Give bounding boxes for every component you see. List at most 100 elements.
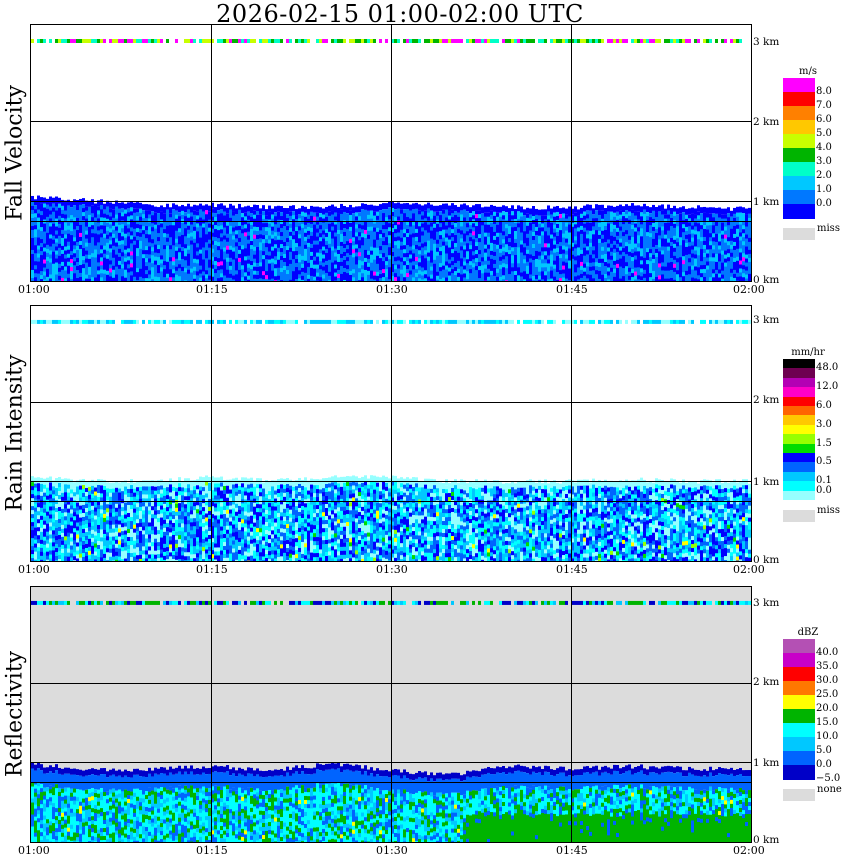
echo-edge	[190, 765, 193, 772]
thin-layer-cell	[232, 600, 235, 605]
echo-edge	[418, 204, 421, 211]
echo-edge-inner	[106, 777, 109, 792]
thin-layer-cell	[265, 600, 268, 605]
x-tick-0130: 01:30	[376, 283, 408, 296]
y-tick-1km: 1 km	[753, 757, 780, 769]
echo-edge	[604, 207, 607, 214]
echo-edge	[646, 482, 649, 489]
thin-layer-cell	[580, 319, 583, 324]
thin-layer-cell	[631, 600, 634, 605]
echo-edge	[337, 762, 340, 769]
echo-edge	[565, 479, 568, 486]
echo-edge	[418, 481, 421, 488]
thin-layer-cell	[94, 39, 97, 43]
echo-edge-inner	[265, 776, 268, 791]
thin-layer-cell	[424, 39, 427, 43]
echo-edge	[364, 475, 367, 482]
legend-level-label: 7.0	[816, 100, 832, 111]
echo-edge-inner	[739, 773, 742, 788]
thin-layer-cell	[124, 319, 127, 324]
echo-edge	[214, 765, 217, 772]
echo-edge	[541, 209, 544, 216]
echo-edge	[667, 481, 670, 488]
thin-layer-cell	[319, 39, 322, 43]
echo-edge	[448, 773, 451, 780]
echo-edge	[742, 207, 745, 214]
thin-layer-cell	[79, 600, 82, 605]
thin-layer-cell	[187, 39, 190, 43]
echo-edge	[709, 766, 712, 773]
thin-layer-cell	[451, 319, 454, 324]
echo-edge	[202, 205, 205, 212]
thin-layer-cell	[541, 600, 544, 605]
echo-edge-inner	[385, 776, 388, 791]
thin-layer-cell	[58, 39, 61, 43]
echo-edge	[364, 765, 367, 772]
thin-layer-cell	[85, 39, 88, 43]
thin-layer-cell	[424, 319, 427, 324]
reflectivity-legend: dBZ 40.0 35.0 30.0 25.0 20.0 15.0 10.0 5.0 0.0 −5…	[783, 627, 843, 801]
echo-edge	[559, 766, 562, 773]
echo-edge	[355, 764, 358, 771]
echo-edge	[118, 482, 121, 489]
echo-edge-inner	[379, 776, 382, 791]
echo-edge	[379, 204, 382, 211]
thin-layer-cell	[637, 600, 640, 605]
thin-layer-cell	[37, 39, 40, 43]
thin-layer-cell	[352, 600, 355, 605]
thin-layer-cell	[343, 39, 346, 43]
thin-layer-cell	[625, 600, 628, 605]
echo-edge	[295, 480, 298, 487]
thin-layer-cell	[238, 319, 241, 324]
echo-edge	[307, 208, 310, 215]
echo-edge	[652, 482, 655, 489]
echo-edge-inner	[388, 777, 391, 792]
echo-edge	[481, 207, 484, 214]
legend-level-label: 25.0	[816, 689, 839, 700]
thin-layer-cell	[49, 600, 52, 605]
thin-layer-cell	[49, 39, 52, 43]
thin-layer-cell	[535, 600, 538, 605]
echo-edge	[472, 482, 475, 489]
echo-edge	[172, 768, 175, 775]
thin-layer-cell	[364, 319, 367, 324]
echo-edge-inner	[610, 774, 613, 789]
echo-edge	[124, 480, 127, 487]
thin-layer-cell	[91, 39, 94, 43]
thin-layer-cell	[415, 319, 418, 324]
echo-edge	[727, 769, 730, 776]
thin-layer-cell	[208, 319, 211, 324]
reflectivity-plot	[30, 586, 752, 843]
echo-edge	[196, 205, 199, 212]
echo-edge	[514, 765, 517, 772]
echo-edge-inner	[205, 774, 208, 789]
echo-edge	[661, 204, 664, 211]
echo-edge	[250, 477, 253, 484]
echo-edge	[748, 207, 751, 214]
echo-edge	[445, 479, 448, 486]
thin-layer-cell	[493, 319, 496, 324]
legend-missing-swatch	[783, 789, 815, 801]
echo-edge-inner	[628, 770, 631, 785]
echo-edge	[619, 480, 622, 487]
echo-edge	[250, 767, 253, 774]
echo-edge	[715, 207, 718, 214]
thin-layer-cell	[523, 600, 526, 605]
thin-layer-cell	[619, 600, 622, 605]
echo-edge	[688, 208, 691, 215]
thin-layer-cell	[403, 600, 406, 605]
echo-edge	[289, 205, 292, 212]
echo-edge	[412, 203, 415, 210]
thin-layer-cell	[685, 39, 688, 43]
echo-edge-inner	[160, 773, 163, 788]
echo-edge	[232, 767, 235, 774]
echo-edge	[421, 205, 424, 212]
echo-edge	[478, 771, 481, 778]
thin-layer-cell	[286, 39, 289, 43]
echo-edge	[238, 203, 241, 210]
echo-edge	[460, 479, 463, 486]
echo-edge	[721, 768, 724, 775]
echo-edge	[85, 200, 88, 207]
echo-edge	[34, 764, 37, 771]
thin-layer-cell	[238, 39, 241, 43]
